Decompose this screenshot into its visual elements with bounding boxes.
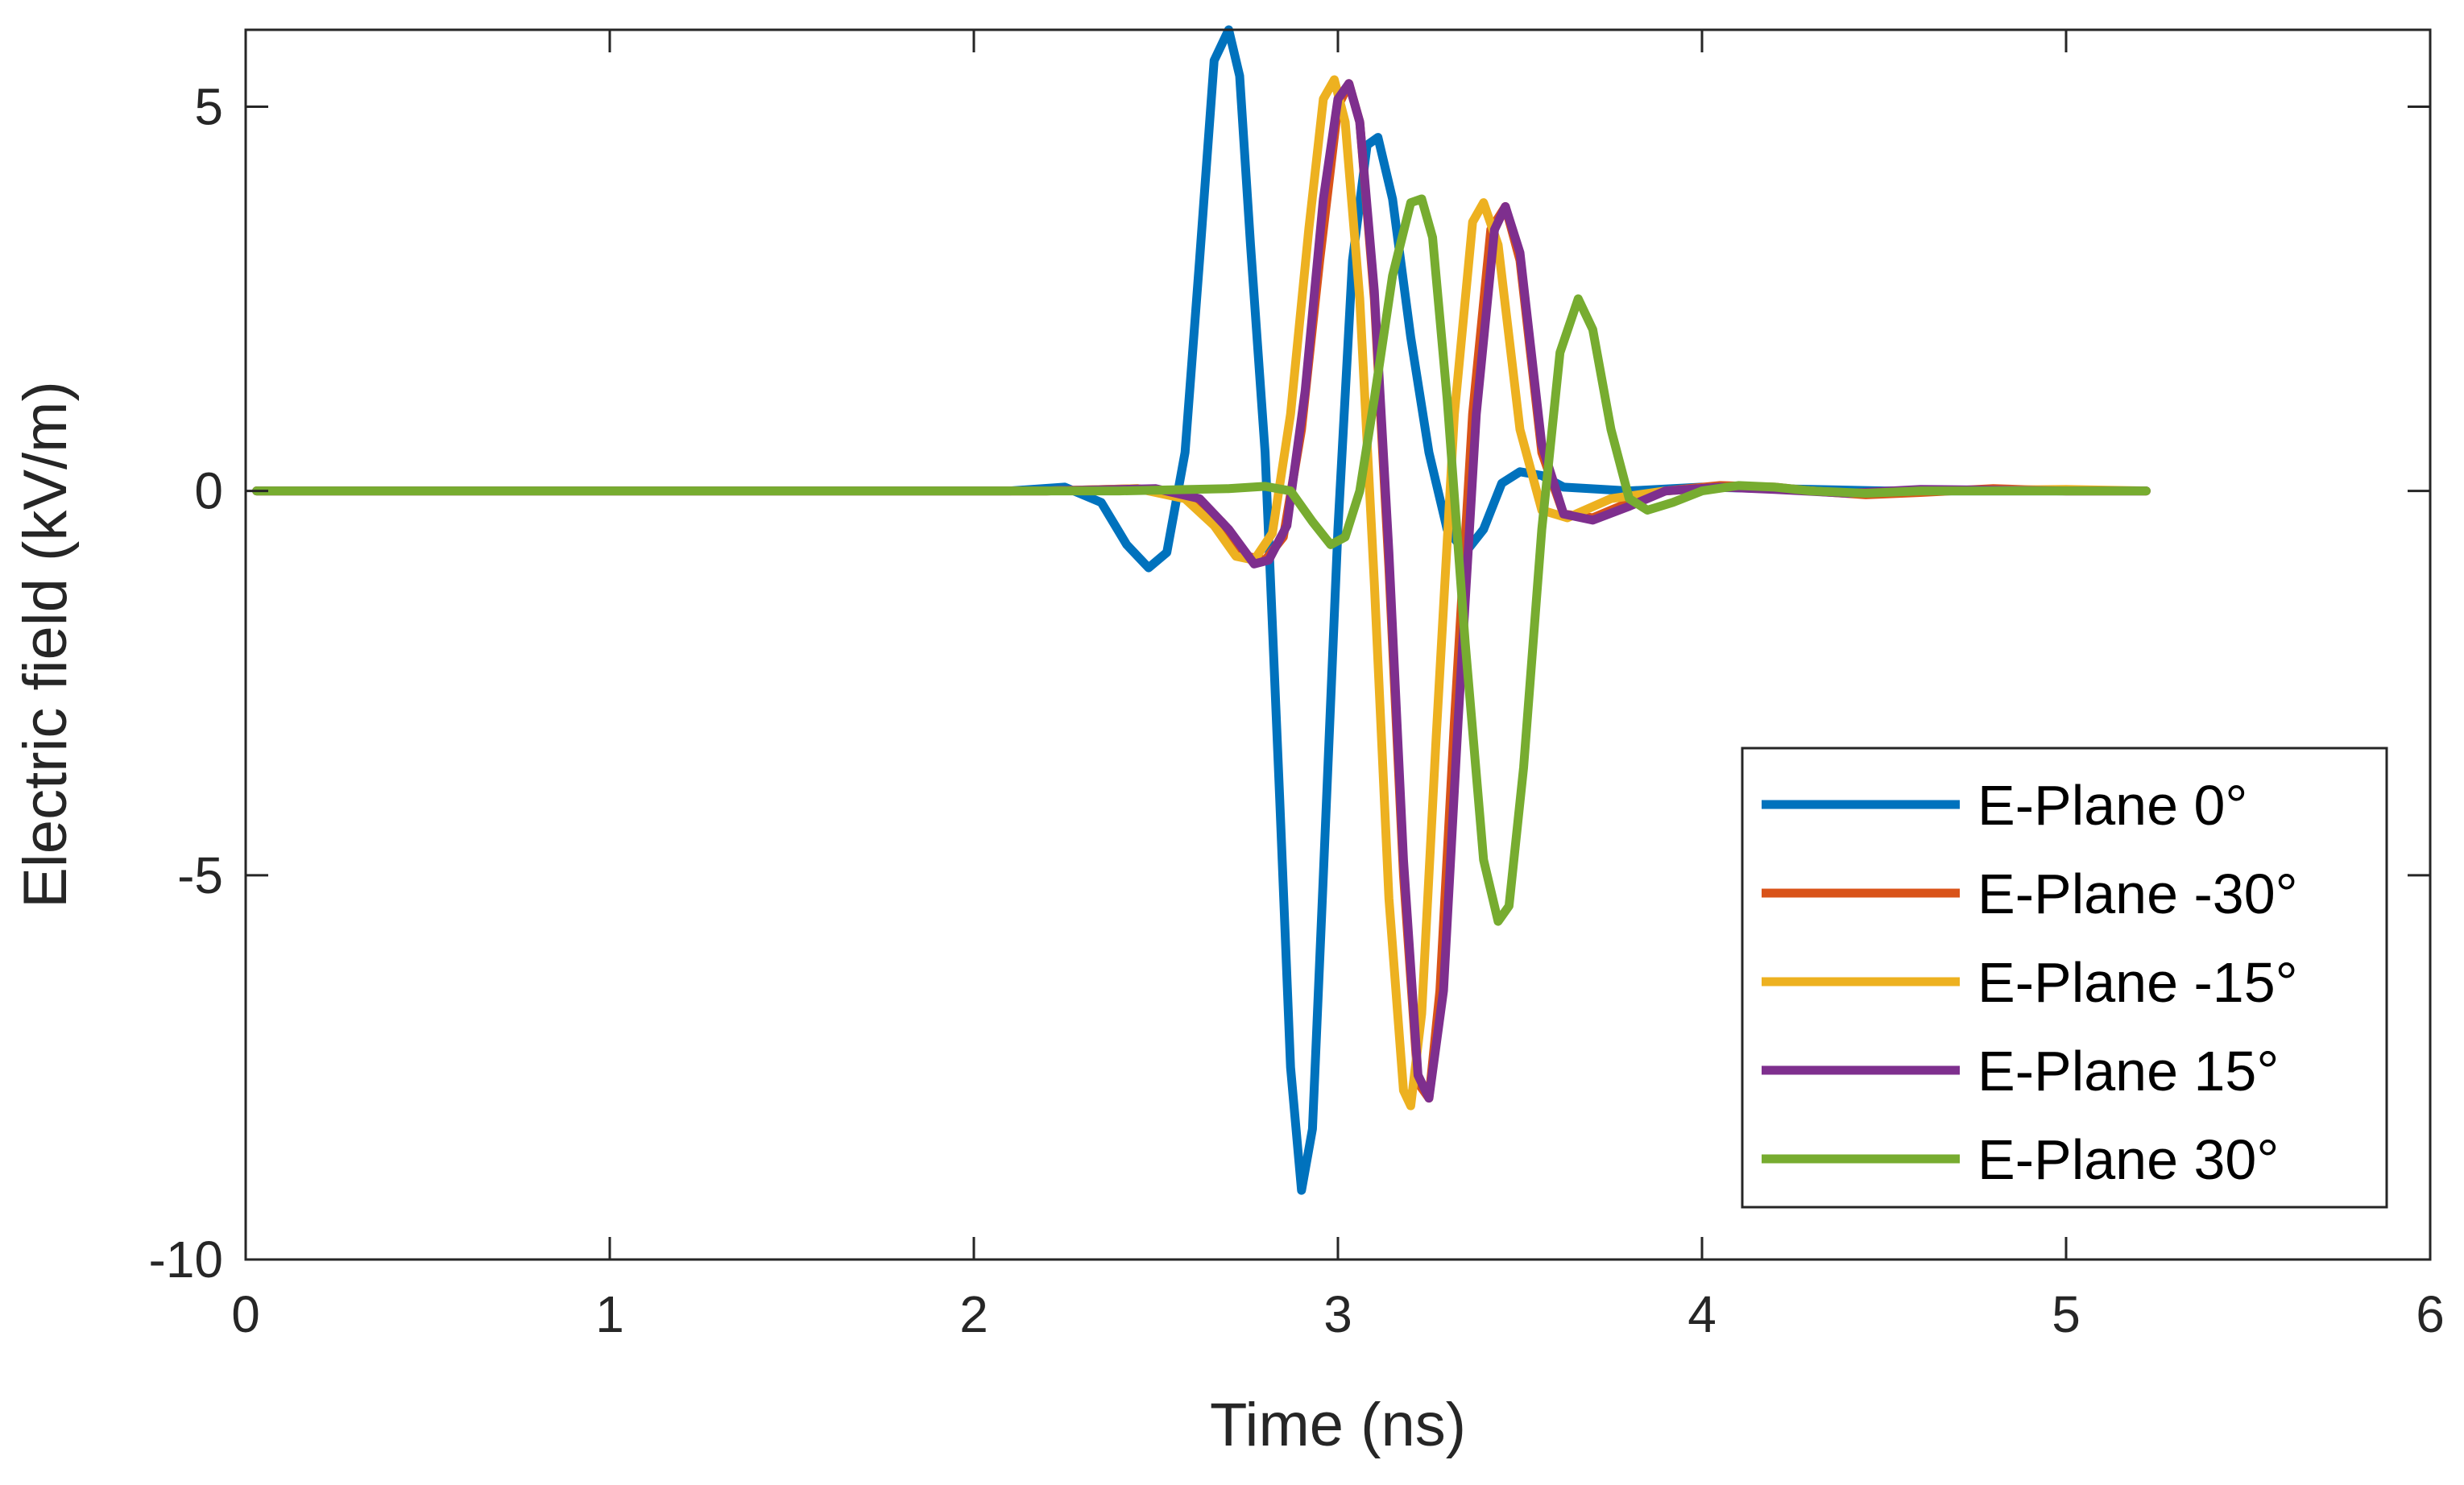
tick-marks bbox=[244, 30, 2432, 1261]
y-tick-label: -10 bbox=[149, 1231, 224, 1289]
series-layer bbox=[252, 25, 2151, 1195]
legend-label-2: E-Plane -30° bbox=[1977, 862, 2298, 925]
y-axis-label: Electric field (kV/m) bbox=[11, 381, 80, 908]
y-tick-label: -5 bbox=[177, 846, 223, 904]
y-tick-label: 5 bbox=[194, 77, 223, 135]
legend-label-4: E-Plane 15° bbox=[1977, 1040, 2279, 1102]
legend-label-5: E-Plane 30° bbox=[1977, 1128, 2279, 1191]
series-line-4 bbox=[252, 79, 2151, 1103]
x-tick-label: 5 bbox=[2052, 1285, 2081, 1343]
y-tick-labels: -10 -5 0 5 bbox=[149, 77, 224, 1289]
x-tick-label: 3 bbox=[1323, 1285, 1352, 1343]
legend-label-3: E-Plane -15° bbox=[1977, 951, 2298, 1014]
x-tick-label: 0 bbox=[231, 1285, 260, 1343]
x-axis-label: Time (ns) bbox=[1210, 1391, 1466, 1459]
series-line-1 bbox=[252, 25, 2151, 1195]
legend-label-1: E-Plane 0° bbox=[1977, 774, 2247, 837]
series-line-5 bbox=[252, 194, 2151, 926]
x-tick-label: 2 bbox=[959, 1285, 988, 1343]
x-tick-label: 4 bbox=[1688, 1285, 1717, 1343]
x-tick-label: 6 bbox=[2416, 1285, 2445, 1343]
legend: E-Plane 0° E-Plane -30° E-Plane -15° E-Plan… bbox=[1741, 747, 2388, 1209]
y-tick-label: 0 bbox=[194, 462, 223, 520]
x-tick-labels: 0 1 2 3 4 5 6 bbox=[231, 1285, 2445, 1343]
x-tick-label: 1 bbox=[595, 1285, 624, 1343]
